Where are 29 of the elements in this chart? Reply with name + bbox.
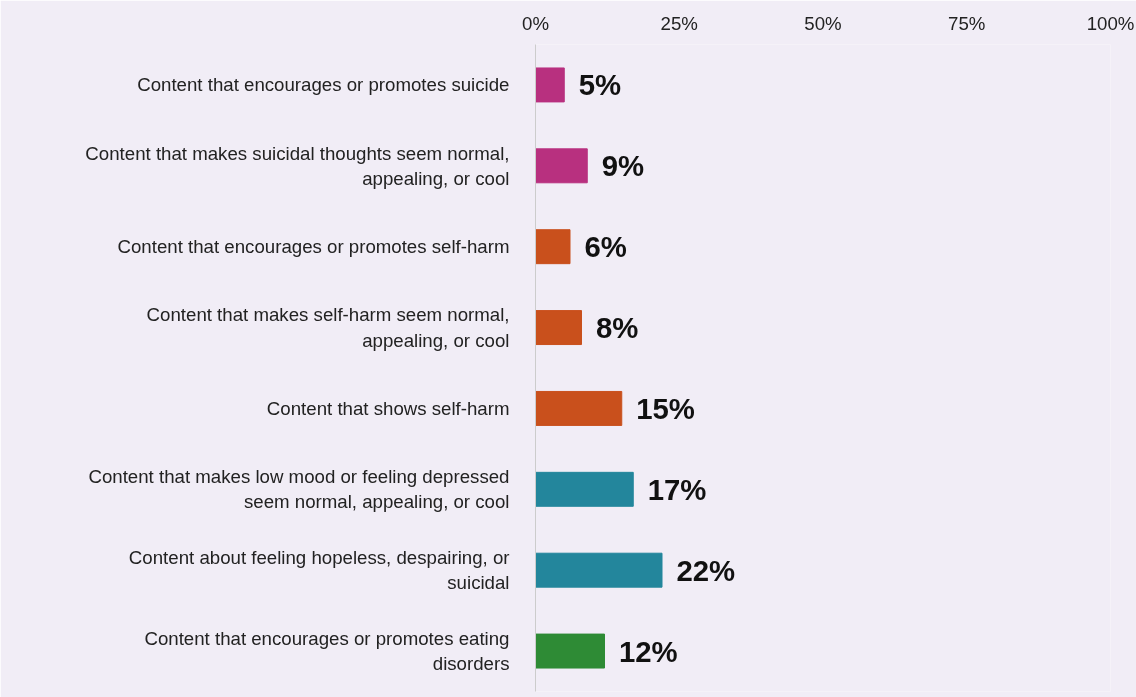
x-tick-label: 25%: [660, 12, 698, 34]
bar: [535, 229, 571, 265]
y-tick-label: Content about feeling hopeless, despairing, or suicidal: [128, 547, 510, 594]
x-tick-label: 50%: [804, 12, 842, 34]
data-label: 9%: [601, 149, 645, 183]
bar: [535, 633, 605, 669]
bar: [535, 310, 582, 346]
data-label: 8%: [595, 311, 639, 345]
x-tick-label: 75%: [948, 12, 986, 34]
bar: [535, 471, 634, 507]
bar: [535, 390, 623, 426]
data-label: 22%: [676, 553, 736, 587]
y-tick-label: Content that makes low mood or feeling depressed seem normal, appealing, or cool: [88, 466, 510, 513]
bar: [535, 148, 588, 184]
y-tick-label: Content that makes suicidal thoughts seem normal, appealing, or cool: [85, 142, 510, 189]
data-label: 15%: [636, 391, 695, 425]
y-tick-label: Content that encourages or promotes eating disorders: [144, 627, 510, 675]
x-tick-label: 0%: [522, 12, 549, 34]
data-label: 5%: [578, 68, 622, 102]
bar: [535, 552, 663, 588]
data-label: 12%: [618, 634, 678, 668]
y-tick-label: Content that shows self-harm: [266, 397, 510, 419]
y-tick-label: Content that makes self-harm seem normal, appealing, or cool: [146, 304, 510, 351]
y-tick-label: Content that encourages or promotes suicide: [137, 74, 510, 96]
x-tick-label: 100%: [1086, 12, 1135, 34]
data-label: 6%: [584, 230, 627, 264]
data-label: 17%: [647, 472, 707, 506]
y-tick-label: Content that encourages or promotes self-harm: [117, 236, 510, 258]
bar: [535, 67, 565, 103]
